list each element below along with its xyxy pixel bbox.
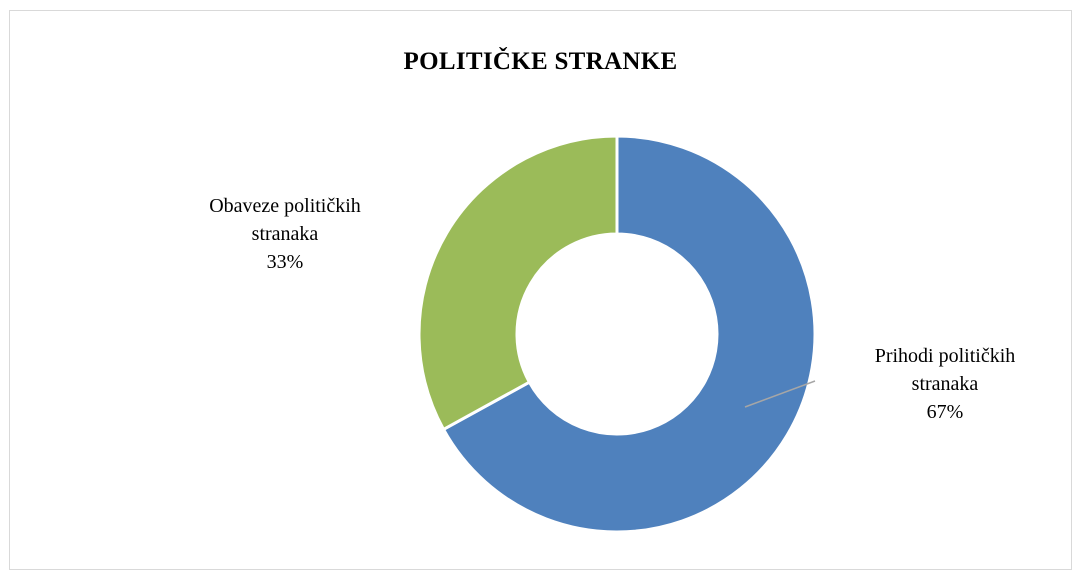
data-label-prihodi: Prihodi političkih stranaka 67%	[820, 342, 1070, 426]
data-label-prihodi-line2: stranaka	[911, 373, 979, 395]
data-label-obaveze-line1: Obaveze političkih	[209, 195, 361, 217]
data-label-obaveze-percent: 33%	[266, 251, 304, 273]
data-label-obaveze-line2: stranaka	[251, 223, 319, 245]
donut-slice-prihodi	[441, 134, 817, 534]
data-label-prihodi-line1: Prihodi političkih	[874, 345, 1016, 367]
data-label-prihodi-percent: 67%	[926, 401, 964, 423]
data-label-obaveze: Obaveze političkih stranaka 33%	[150, 192, 420, 276]
donut-slice-obaveze	[417, 134, 619, 432]
donut-slices	[417, 134, 817, 534]
chart-title: POLITIČKE STRANKE	[403, 48, 678, 75]
leader-line-prihodi	[744, 380, 816, 408]
